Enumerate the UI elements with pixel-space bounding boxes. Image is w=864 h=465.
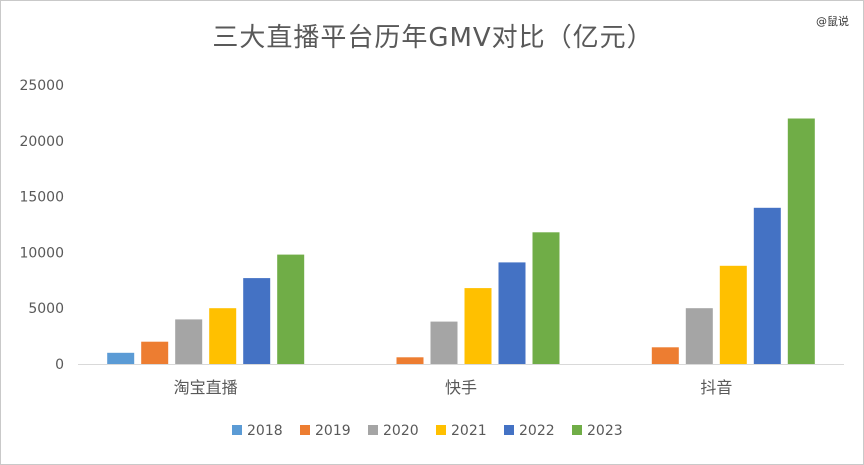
- legend-label-2023: 2023: [587, 423, 623, 439]
- x-axis: 淘宝直播 快手 抖音: [78, 364, 844, 397]
- legend-label-2022: 2022: [519, 423, 555, 439]
- bar-0-2018: [107, 352, 135, 364]
- legend-swatch-2023: [572, 425, 582, 435]
- bar-1-2023: [532, 232, 560, 364]
- bar-0-2019: [141, 341, 169, 364]
- bar-2-2022: [753, 207, 781, 364]
- legend-swatch-2022: [504, 425, 514, 435]
- y-tick-label-5: 25000: [19, 78, 64, 94]
- legend-label-2018: 2018: [247, 423, 283, 439]
- y-axis: 0 5000 10000 15000 20000 25000: [19, 78, 64, 373]
- legend: 2018 2019 2020 2021 2022 2023: [232, 423, 623, 439]
- x-category-label-2: 抖音: [700, 378, 732, 397]
- y-tick-label-4: 20000: [19, 134, 64, 150]
- bar-1-2022: [498, 262, 526, 364]
- bars: [107, 118, 815, 364]
- y-tick-label-3: 15000: [19, 190, 64, 206]
- legend-label-2021: 2021: [451, 423, 487, 439]
- bar-1-2019: [396, 357, 424, 364]
- bar-0-2021: [209, 308, 237, 364]
- y-tick-label-2: 10000: [19, 245, 64, 261]
- legend-swatch-2021: [436, 425, 446, 435]
- bar-2-2020: [685, 308, 713, 364]
- legend-swatch-2018: [232, 425, 242, 435]
- bar-1-2021: [464, 288, 492, 364]
- bar-2-2019: [651, 347, 679, 364]
- legend-label-2020: 2020: [383, 423, 419, 439]
- y-tick-label-0: 0: [55, 357, 64, 373]
- y-tick-label-1: 5000: [28, 301, 64, 317]
- bar-0-2020: [175, 319, 203, 364]
- legend-swatch-2019: [300, 425, 310, 435]
- x-category-label-1: 快手: [445, 378, 477, 397]
- bar-2-2021: [719, 265, 747, 364]
- bar-0-2023: [277, 254, 305, 364]
- legend-label-2019: 2019: [315, 423, 351, 439]
- chart-title: 三大直播平台历年GMV对比（亿元）: [212, 23, 654, 53]
- legend-swatch-2020: [368, 425, 378, 435]
- bar-1-2020: [430, 321, 458, 364]
- bar-2-2023: [787, 118, 815, 364]
- x-category-label-0: 淘宝直播: [174, 378, 238, 397]
- watermark: @鼠说: [816, 15, 849, 28]
- bar-0-2022: [243, 278, 271, 364]
